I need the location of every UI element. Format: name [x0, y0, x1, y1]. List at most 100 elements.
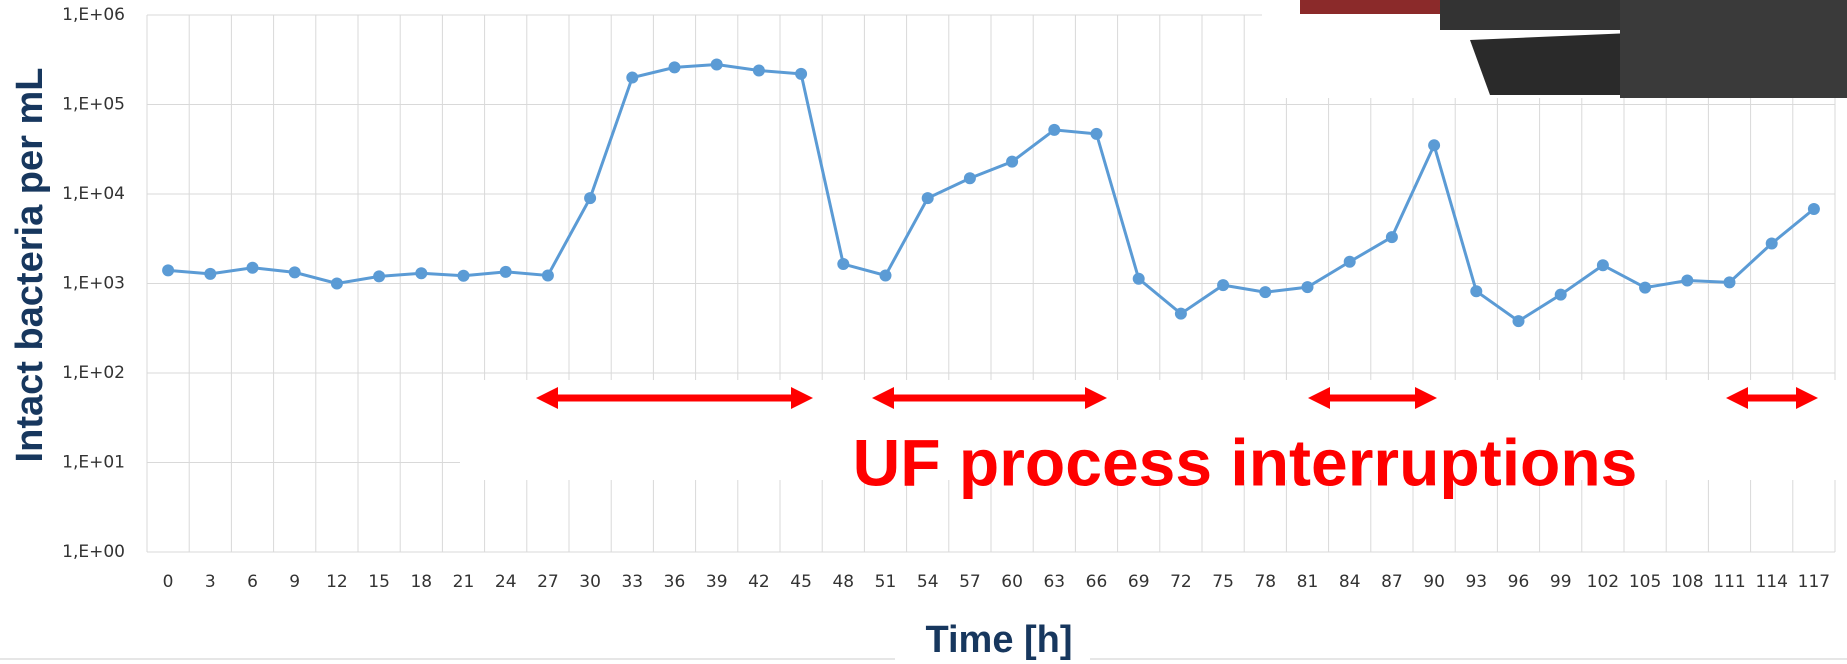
x-tick-label: 114: [1755, 572, 1787, 592]
x-tick-label: 18: [410, 572, 432, 592]
x-tick-label: 57: [959, 572, 981, 592]
data-point: [1554, 288, 1567, 301]
arrow-head: [872, 387, 894, 409]
photo-inset: [1262, 0, 1847, 98]
data-point: [1512, 315, 1525, 328]
data-point: [541, 269, 554, 282]
data-point: [1090, 127, 1103, 140]
data-point: [1385, 231, 1398, 244]
data-point: [584, 192, 597, 205]
x-tick-label: 54: [917, 572, 939, 592]
y-tick-label: 1,E+04: [62, 184, 125, 204]
x-tick-label: 24: [495, 572, 517, 592]
arrow-head: [791, 387, 813, 409]
data-point: [1723, 276, 1736, 289]
x-tick-label: 39: [706, 572, 728, 592]
y-tick-label: 1,E+03: [62, 274, 125, 294]
data-point: [1174, 307, 1187, 320]
data-point: [752, 64, 765, 77]
data-point: [415, 267, 428, 280]
data-point: [1301, 281, 1314, 294]
y-tick-label: 1,E+06: [62, 5, 125, 25]
data-point: [457, 269, 470, 282]
x-tick-label: 93: [1465, 572, 1487, 592]
x-tick-label: 111: [1713, 572, 1745, 592]
x-tick-label: 9: [289, 572, 300, 592]
data-point: [1428, 139, 1441, 152]
data-point: [1596, 259, 1609, 272]
x-tick-label: 33: [621, 572, 643, 592]
data-point: [1765, 237, 1778, 250]
data-point: [373, 270, 386, 283]
x-tick-label: 108: [1671, 572, 1703, 592]
x-tick-label: 99: [1550, 572, 1572, 592]
photo-device: [1300, 0, 1440, 14]
data-point: [963, 172, 976, 185]
x-tick-label: 117: [1798, 572, 1830, 592]
x-tick-label: 75: [1212, 572, 1234, 592]
data-point: [162, 264, 175, 277]
data-point: [204, 267, 217, 280]
photo-stand: [1440, 0, 1620, 30]
data-point: [1006, 155, 1019, 168]
data-point: [499, 265, 512, 278]
x-tick-label: 90: [1423, 572, 1445, 592]
x-tick-label: 30: [579, 572, 601, 592]
data-point: [288, 266, 301, 279]
y-tick-label: 1,E+00: [62, 542, 125, 562]
x-tick-label: 63: [1043, 572, 1065, 592]
x-axis-title: Time [h]: [925, 619, 1072, 661]
data-point: [1217, 279, 1230, 292]
data-point: [879, 269, 892, 282]
x-tick-label: 66: [1086, 572, 1108, 592]
data-point: [1048, 123, 1061, 136]
x-tick-label: 21: [453, 572, 475, 592]
arrow-head: [1796, 387, 1818, 409]
x-tick-label: 81: [1297, 572, 1319, 592]
x-tick-label: 105: [1629, 572, 1661, 592]
data-point: [246, 261, 259, 274]
x-tick-label: 3: [205, 572, 216, 592]
arrow-head: [1085, 387, 1107, 409]
x-tick-label: 60: [1001, 572, 1023, 592]
photo-monitor: [1620, 0, 1847, 98]
data-point: [710, 58, 723, 71]
data-point: [1681, 274, 1694, 287]
data-point: [1639, 281, 1652, 294]
x-tick-label: 78: [1254, 572, 1276, 592]
data-point: [1807, 202, 1820, 215]
data-point: [1132, 272, 1145, 285]
x-tick-label: 84: [1339, 572, 1361, 592]
annotation: UF process interruptions: [853, 425, 1638, 499]
x-tick-label: 42: [748, 572, 770, 592]
x-tick-label: 12: [326, 572, 348, 592]
arrow-head: [1726, 387, 1748, 409]
x-tick-label: 72: [1170, 572, 1192, 592]
y-axis-title: Intact bacteria per mL: [9, 68, 51, 463]
x-tick-label: 96: [1508, 572, 1530, 592]
x-tick-label: 15: [368, 572, 390, 592]
data-point: [921, 192, 934, 205]
x-tick-label: 87: [1381, 572, 1403, 592]
x-tick-label: 6: [247, 572, 258, 592]
arrow-head: [1415, 387, 1437, 409]
x-tick-label: 27: [537, 572, 559, 592]
x-tick-label: 69: [1128, 572, 1150, 592]
data-point: [330, 277, 343, 290]
data-point: [668, 61, 681, 74]
series-line: [167, 62, 1815, 323]
arrow-head: [536, 387, 558, 409]
x-tick-label: 51: [875, 572, 897, 592]
data-point: [1343, 255, 1356, 268]
data-point: [1259, 286, 1272, 299]
y-tick-label: 1,E+05: [62, 95, 125, 115]
x-tick-label: 48: [832, 572, 854, 592]
arrow-head: [1308, 387, 1330, 409]
y-tick-label: 1,E+02: [62, 363, 125, 383]
data-point: [1470, 285, 1483, 298]
x-tick-label: 36: [664, 572, 686, 592]
x-tick-label: 0: [163, 572, 174, 592]
data-point: [837, 258, 850, 271]
